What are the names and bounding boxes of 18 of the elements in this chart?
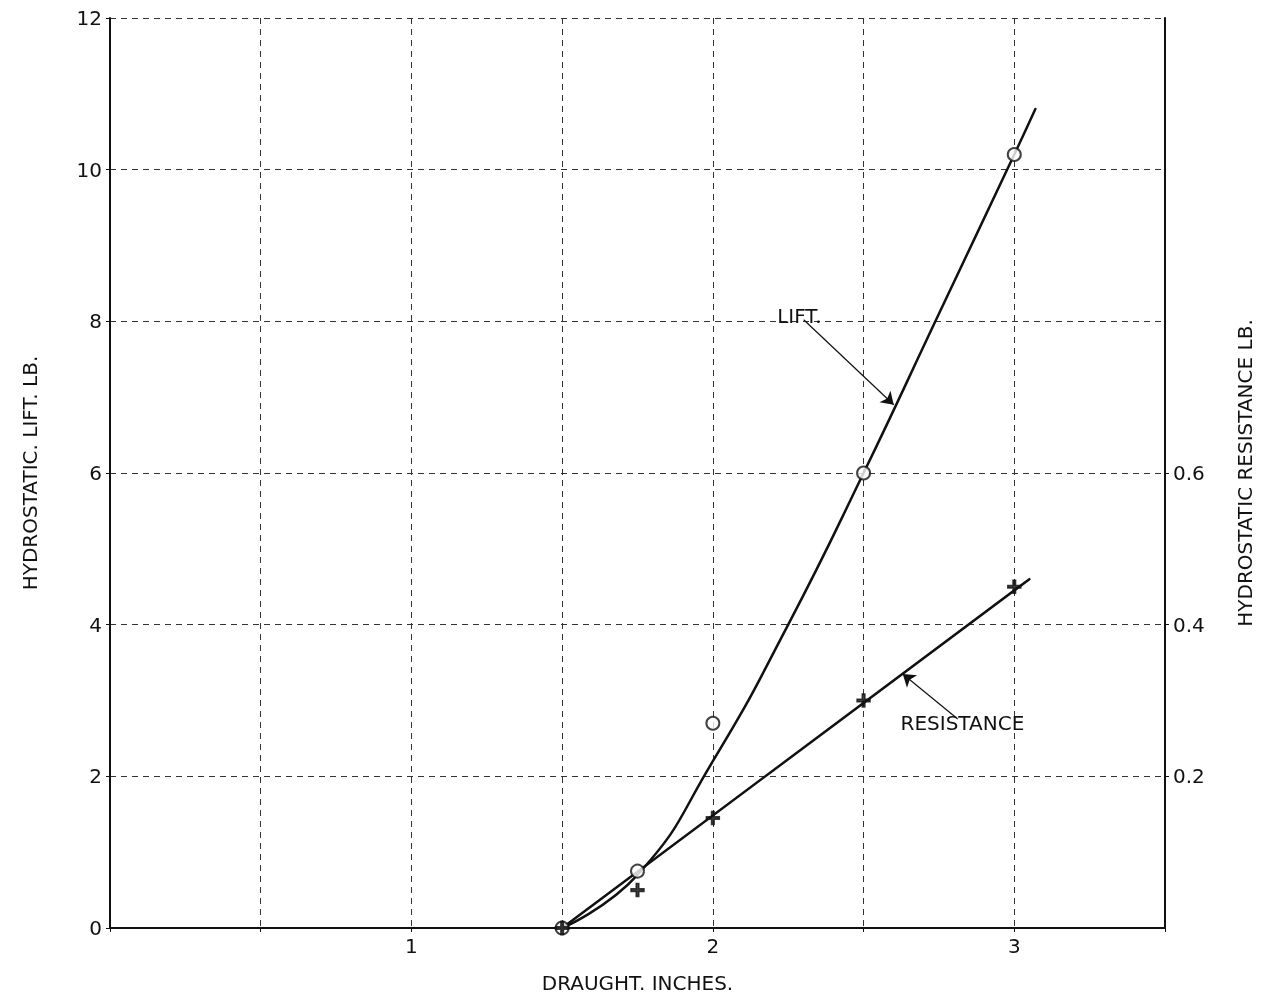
y-tick-label: 4: [89, 612, 102, 637]
y2-tick-label: 0.6: [1173, 461, 1205, 485]
x-axis-title: DRAUGHT. INCHES.: [541, 971, 734, 995]
y-axis-title: HYDROSTATIC. LIFT. LB.: [18, 355, 42, 591]
y-tick-label: 6: [89, 461, 102, 485]
y2-tick-label: 0.4: [1173, 612, 1205, 637]
y-tick-label: 2: [89, 764, 102, 789]
x-tick-label: 2: [706, 934, 720, 958]
x-tick-label: 1: [405, 934, 418, 958]
y-tick-label: 10: [76, 157, 102, 182]
annotation: LIFT.: [777, 303, 822, 328]
y-tick-label: 12: [76, 6, 102, 30]
annotation: RESISTANCE: [900, 710, 1025, 735]
y-tick-label: 8: [89, 309, 102, 334]
y2-tick-label: 0.2: [1173, 764, 1205, 789]
x-tick-label: 3: [1007, 934, 1021, 958]
y-tick-label: 0: [89, 916, 102, 940]
y2-axis-title: HYDROSTATIC RESISTANCE LB.: [1233, 319, 1257, 627]
